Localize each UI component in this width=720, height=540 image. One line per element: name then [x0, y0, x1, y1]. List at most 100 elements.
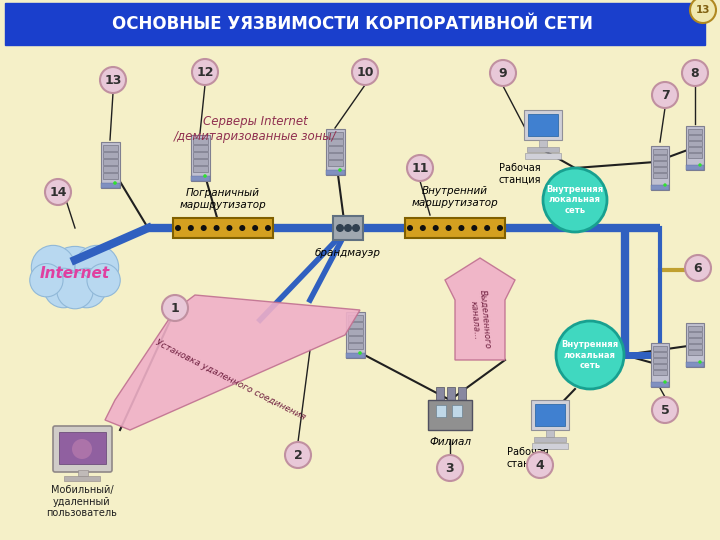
FancyBboxPatch shape: [328, 146, 343, 152]
Polygon shape: [445, 258, 515, 360]
Text: 8: 8: [690, 67, 699, 80]
Circle shape: [201, 225, 207, 231]
FancyBboxPatch shape: [653, 149, 667, 154]
FancyBboxPatch shape: [688, 326, 702, 331]
FancyBboxPatch shape: [688, 147, 702, 152]
FancyBboxPatch shape: [686, 126, 704, 170]
FancyBboxPatch shape: [326, 170, 345, 175]
Circle shape: [433, 225, 438, 231]
Circle shape: [72, 439, 92, 459]
FancyBboxPatch shape: [348, 322, 363, 328]
FancyBboxPatch shape: [688, 135, 702, 140]
Circle shape: [67, 268, 107, 308]
FancyBboxPatch shape: [333, 216, 363, 240]
Circle shape: [203, 174, 207, 178]
FancyBboxPatch shape: [653, 161, 667, 166]
FancyBboxPatch shape: [653, 155, 667, 160]
Circle shape: [352, 59, 378, 85]
FancyBboxPatch shape: [78, 470, 88, 476]
FancyBboxPatch shape: [653, 167, 667, 172]
Circle shape: [352, 224, 360, 232]
Text: 5: 5: [661, 404, 670, 417]
Text: 2: 2: [294, 449, 302, 462]
Circle shape: [663, 380, 667, 384]
Circle shape: [690, 0, 716, 23]
FancyBboxPatch shape: [328, 139, 343, 145]
FancyBboxPatch shape: [688, 350, 702, 355]
Circle shape: [490, 60, 516, 86]
FancyBboxPatch shape: [348, 336, 363, 342]
Circle shape: [188, 225, 194, 231]
Circle shape: [682, 60, 708, 86]
FancyBboxPatch shape: [191, 135, 210, 181]
FancyBboxPatch shape: [534, 437, 566, 442]
FancyBboxPatch shape: [348, 329, 363, 335]
FancyBboxPatch shape: [103, 166, 118, 172]
FancyBboxPatch shape: [193, 166, 208, 172]
Text: Выделенного
канала...: Выделенного канала...: [468, 289, 492, 350]
FancyBboxPatch shape: [348, 315, 363, 321]
Circle shape: [472, 225, 477, 231]
Circle shape: [214, 225, 220, 231]
Circle shape: [226, 225, 233, 231]
Circle shape: [338, 168, 342, 172]
FancyBboxPatch shape: [101, 183, 120, 188]
Circle shape: [459, 225, 464, 231]
Text: Рабочая
станция: Рабочая станция: [507, 447, 549, 469]
Circle shape: [698, 360, 702, 364]
Circle shape: [437, 455, 463, 481]
FancyBboxPatch shape: [173, 218, 273, 238]
FancyBboxPatch shape: [64, 476, 100, 481]
Text: 13: 13: [104, 74, 122, 87]
FancyBboxPatch shape: [535, 404, 565, 426]
FancyBboxPatch shape: [688, 153, 702, 158]
Text: Внутренняя
локальная
сеть: Внутренняя локальная сеть: [562, 340, 618, 370]
FancyBboxPatch shape: [348, 343, 363, 349]
Text: Пограничный
маршрутизатор: Пограничный маршрутизатор: [179, 188, 266, 210]
Text: Внутренний
маршрутизатор: Внутренний маршрутизатор: [412, 186, 498, 208]
FancyBboxPatch shape: [688, 338, 702, 343]
Text: Рабочая
станция: Рабочая станция: [499, 163, 541, 185]
Circle shape: [75, 245, 119, 289]
FancyBboxPatch shape: [452, 405, 462, 417]
FancyBboxPatch shape: [653, 352, 667, 357]
FancyBboxPatch shape: [686, 362, 704, 367]
Circle shape: [543, 168, 607, 232]
Polygon shape: [105, 295, 360, 430]
FancyBboxPatch shape: [532, 443, 568, 449]
Text: 11: 11: [411, 162, 428, 175]
Circle shape: [265, 225, 271, 231]
FancyBboxPatch shape: [436, 387, 444, 403]
Text: 13: 13: [696, 5, 710, 15]
FancyBboxPatch shape: [328, 160, 343, 166]
Text: 3: 3: [446, 462, 454, 475]
FancyBboxPatch shape: [531, 400, 569, 430]
FancyBboxPatch shape: [53, 426, 112, 472]
FancyBboxPatch shape: [651, 185, 669, 190]
FancyBboxPatch shape: [346, 353, 365, 358]
FancyBboxPatch shape: [193, 159, 208, 165]
FancyBboxPatch shape: [525, 153, 561, 159]
Text: 12: 12: [197, 66, 214, 79]
Circle shape: [420, 225, 426, 231]
Text: 7: 7: [661, 89, 670, 102]
FancyBboxPatch shape: [346, 312, 365, 358]
FancyBboxPatch shape: [686, 165, 704, 170]
Text: 10: 10: [356, 66, 374, 79]
Text: Серверы Internet
/демитаризованные зоны/: Серверы Internet /демитаризованные зоны/: [174, 115, 336, 143]
FancyBboxPatch shape: [193, 138, 208, 144]
FancyBboxPatch shape: [528, 114, 558, 136]
Text: 14: 14: [49, 186, 67, 199]
Text: 1: 1: [171, 302, 179, 315]
FancyBboxPatch shape: [193, 152, 208, 158]
FancyBboxPatch shape: [405, 218, 505, 238]
Text: Филиал: Филиал: [429, 437, 471, 447]
Circle shape: [446, 225, 451, 231]
FancyBboxPatch shape: [686, 323, 704, 367]
FancyBboxPatch shape: [688, 332, 702, 337]
Text: Мобильный/
удаленный
пользователь: Мобильный/ удаленный пользователь: [47, 485, 117, 518]
FancyBboxPatch shape: [653, 173, 667, 178]
FancyBboxPatch shape: [653, 364, 667, 369]
Circle shape: [30, 264, 63, 297]
Circle shape: [100, 67, 126, 93]
